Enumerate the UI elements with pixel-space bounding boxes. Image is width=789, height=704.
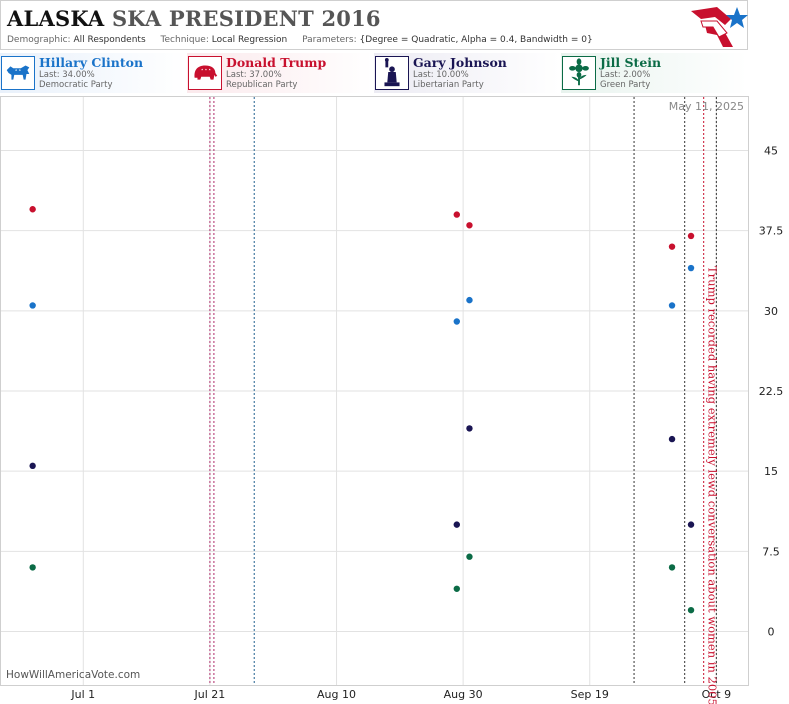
candidate-party: Democratic Party [39,80,113,90]
title-state: ALASKA [7,6,105,31]
candidate-name: Jill Stein [600,55,662,70]
poll-point [29,206,36,213]
date-stamp: May 11, 2025 [669,100,744,113]
technique-value: Local Regression [211,35,288,45]
parameters-value: {Degree = Quadratic, Alpha = 0.4, Bandwi… [359,35,593,45]
poll-point [668,302,676,309]
x-tick-label: Aug 10 [317,688,356,701]
candidate-last-value: Last: 10.00% [413,70,469,80]
y-tick-label: 45 [764,144,778,157]
candidate-party: Libertarian Party [413,80,484,90]
poll-point [453,211,460,218]
poll-point [466,553,473,560]
poll-point [668,243,676,250]
poll-point [466,222,473,229]
poll-point [453,585,460,592]
candidate-party: Republican Party [226,80,298,90]
poll-point [453,521,460,528]
sunflower-icon [562,56,596,90]
poll-point [687,521,695,528]
x-tick-label: Aug 30 [444,688,483,701]
candidate-name: Gary Johnson [413,55,507,70]
y-tick-label: 15 [764,465,778,478]
watermark: HowWillAmericaVote.com [6,669,140,681]
y-tick-label: 7.5 [762,545,780,558]
poll-point [687,264,695,272]
y-tick-label: 30 [764,305,778,318]
poll-point [466,425,473,432]
chart-header: ALASKA SKA PRESIDENT 2016 Demographic: A… [0,0,748,50]
title-race: SKA PRESIDENT 2016 [111,6,381,31]
x-tick-label: Jul 21 [194,688,226,701]
candidate-legend: Hillary Clinton Last: 34.00% Democratic … [0,53,749,93]
y-tick-label: 37.5 [759,225,784,238]
legend-item-trump[interactable]: Donald Trump Last: 37.00% Republican Par… [187,53,373,93]
poll-scatter-chart: 0 7.5 15 22.5 30 37.5 45 Jul 1 Jul 21 Aug 10 Aug … [0,96,784,704]
technique-key: Technique: [160,35,209,45]
candidate-name: Hillary Clinton [39,55,144,70]
x-tick-label: Oct 9 [702,688,732,701]
poll-point [687,232,695,240]
legend-item-stein[interactable]: Jill Stein Last: 2.00% Green Party [561,53,747,93]
statue-of-liberty-icon [375,56,409,90]
y-tick-label: 0 [768,626,775,639]
demographic-key: Demographic: [7,35,71,45]
candidate-last-value: Last: 37.00% [226,70,282,80]
parameter-line: Demographic: All Respondents Technique: … [7,35,605,45]
y-tick-label: 22.5 [759,385,784,398]
poll-point [453,318,460,325]
x-tick-label: Sep 19 [571,688,609,701]
candidate-last-value: Last: 2.00% [600,70,651,80]
x-tick-label: Jul 1 [70,688,95,701]
poll-point [29,302,36,309]
stars-and-stripes-logo-icon[interactable] [687,3,749,51]
poll-point [29,462,36,470]
poll-point [466,296,473,304]
candidate-name: Donald Trump [226,55,327,70]
demographic-value: All Respondents [73,35,146,45]
legend-item-johnson[interactable]: Gary Johnson Last: 10.00% Libertarian Pa… [374,53,560,93]
parameters-key: Parameters: [302,35,357,45]
candidate-last-value: Last: 34.00% [39,70,95,80]
elephant-icon [188,56,222,90]
poll-point [668,564,676,571]
poll-point [668,435,676,443]
event-annotation: Trump recorded having extremely lewd con… [706,266,720,704]
poll-point [29,564,36,571]
candidate-party: Green Party [600,80,651,90]
legend-item-clinton[interactable]: Hillary Clinton Last: 34.00% Democratic … [0,53,186,93]
donkey-icon [1,56,35,90]
page-title: ALASKA SKA PRESIDENT 2016 [7,6,381,31]
poll-point [687,606,695,614]
